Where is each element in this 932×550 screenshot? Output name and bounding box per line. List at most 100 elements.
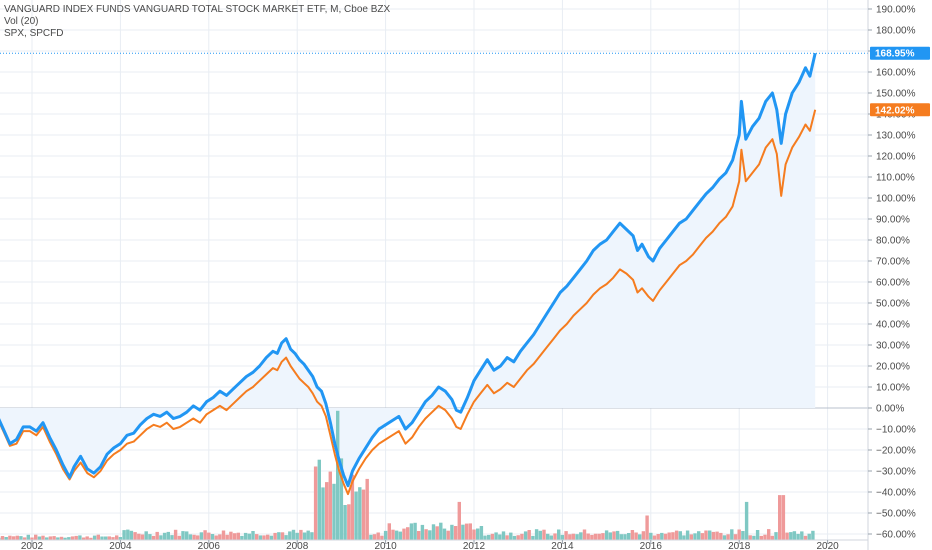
header-line-1: VANGUARD INDEX FUNDS VANGUARD TOTAL STOC… [4,4,391,15]
volume-bar [512,535,517,540]
volume-bar [671,532,675,540]
volume-bar [763,534,767,540]
volume-bar [199,532,204,540]
volume-bar [56,537,60,540]
volume-bar [523,531,528,540]
volume-bar [70,536,75,540]
volume-bar [185,531,189,540]
volume-bar [663,533,668,540]
y-tick-label: 100.00% [876,194,916,205]
volume-bar [542,529,546,540]
volume-bar [623,534,627,540]
volume-bar [15,535,19,540]
volume-bar [34,534,38,540]
volume-bar [476,528,480,540]
volume-bar [464,523,469,540]
volume-bar [789,532,793,540]
volume-bar [608,532,612,540]
y-tick-label: 150.00% [876,89,916,100]
volume-bar [568,534,572,540]
volume-bar [214,535,218,540]
volume-bar [682,535,686,540]
volume-bar [48,536,53,540]
volume-bar [774,532,778,540]
volume-bar [730,529,734,540]
volume-bar [85,536,89,540]
volume-bar [767,529,771,540]
y-tick-label: 0.00% [876,404,904,415]
volume-bar [579,532,583,540]
volume-bar [593,533,598,540]
y-tick-label: 180.00% [876,26,916,37]
volume-bar [107,536,111,540]
volume-bar [350,474,355,540]
x-tick-label: 2012 [463,541,486,550]
volume-bar [310,532,314,540]
volume-bar [78,535,82,540]
volume-bar [162,532,167,540]
volume-bar [534,529,539,540]
volume-bar [468,523,472,540]
volume-bar [428,530,432,540]
volume-bar [129,530,134,540]
volume-bar [755,530,760,540]
y-tick-label: 40.00% [876,320,910,331]
volume-bar [383,530,388,540]
x-tick-label: 2004 [109,541,132,550]
volume-bar [151,535,156,540]
volume-bar [207,532,211,540]
volume-bar [453,526,458,540]
volume-bar [807,533,811,540]
volume-bar [601,533,605,540]
volume-bar [722,535,727,540]
x-tick-label: 2006 [198,541,221,550]
volume-bar [586,533,590,540]
volume-bar [549,535,553,540]
volume-bar [634,532,638,540]
volume-bar [137,533,141,540]
volume-bar [328,471,332,540]
area-layer [0,53,816,486]
volume-bar [325,482,329,540]
volume-bar [693,533,697,540]
volume-bar [406,527,410,540]
volume-bar [251,531,255,540]
volume-bar [372,534,377,540]
volume-bar [236,532,240,540]
x-tick-label: 2010 [374,541,397,550]
volume-bar [376,532,380,540]
volume-bar [243,532,248,540]
volume-bar [737,529,741,540]
volume-bar [225,534,229,540]
x-tick-label: 2020 [816,541,839,550]
volume-bar [100,536,104,540]
volume-bar [785,532,789,540]
header-line-3: SPX, SPCFD [4,28,63,39]
volume-bar [420,524,425,540]
volume-bar [457,501,461,540]
volume-bar [67,537,71,540]
volume-bar [247,533,251,540]
volume-bar [781,495,786,540]
y-tick-label: 70.00% [876,257,910,268]
volume-bar [402,528,406,540]
volume-bar [0,536,5,540]
volume-bar [369,534,373,540]
y-tick-label: 20.00% [876,362,910,373]
volume-bar [140,534,145,540]
volume-bar [645,515,649,540]
volume-bar [597,533,601,540]
volume-bar [63,537,67,540]
volume-bar [181,531,185,540]
y-tick-label: 60.00% [876,278,910,289]
volume-bar [726,534,730,540]
volume-bar [52,536,56,540]
volume-bar [104,536,108,540]
volume-bar [30,537,34,540]
volume-bar [752,535,756,540]
vti-area-fill [0,53,816,486]
volume-bar [501,531,506,540]
volume-bar [354,491,358,540]
